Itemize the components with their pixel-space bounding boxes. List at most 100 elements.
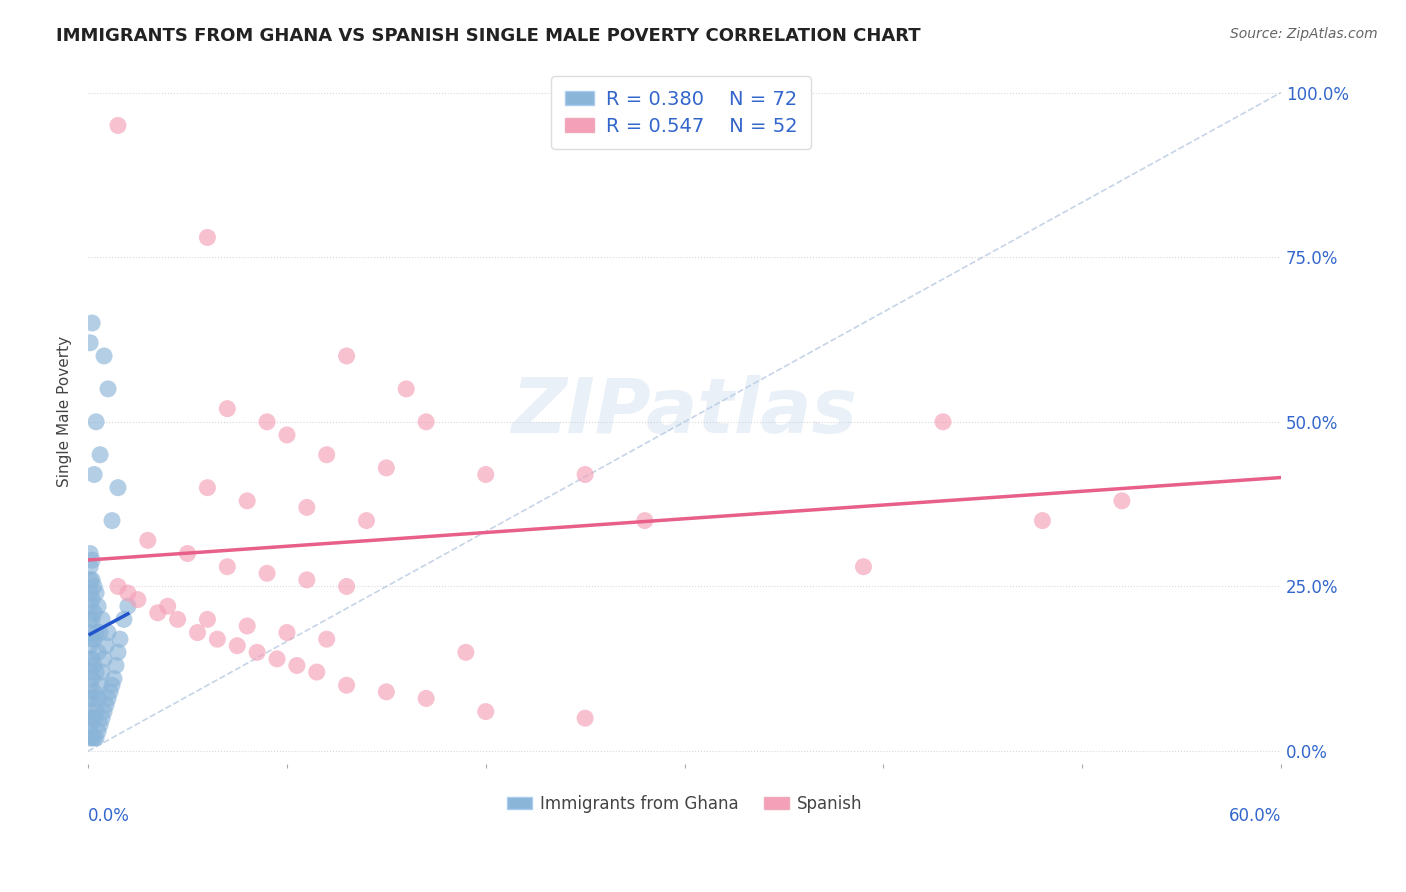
Point <box>295 500 318 515</box>
Point <box>197 612 219 626</box>
Point <box>574 711 596 725</box>
Point <box>82 553 104 567</box>
Point <box>87 645 110 659</box>
Point <box>112 612 135 626</box>
Point <box>82 612 104 626</box>
Point <box>79 559 101 574</box>
Point <box>79 625 101 640</box>
Point <box>79 665 101 679</box>
Point <box>83 711 105 725</box>
Point <box>146 606 169 620</box>
Point <box>79 599 101 614</box>
Legend: Immigrants from Ghana, Spanish: Immigrants from Ghana, Spanish <box>501 788 869 820</box>
Point <box>375 461 398 475</box>
Point <box>654 119 676 133</box>
Point <box>103 672 125 686</box>
Point <box>217 401 239 416</box>
Point <box>84 665 107 679</box>
Point <box>107 119 129 133</box>
Point <box>117 599 139 614</box>
Point <box>87 691 110 706</box>
Point <box>415 691 437 706</box>
Point <box>101 678 124 692</box>
Point <box>256 566 278 581</box>
Point <box>91 711 114 725</box>
Text: ZIPatlas: ZIPatlas <box>512 375 858 449</box>
Point <box>84 705 107 719</box>
Point <box>108 632 131 647</box>
Point <box>82 691 104 706</box>
Point <box>1031 514 1053 528</box>
Text: IMMIGRANTS FROM GHANA VS SPANISH SINGLE MALE POVERTY CORRELATION CHART: IMMIGRANTS FROM GHANA VS SPANISH SINGLE … <box>56 27 921 45</box>
Point <box>932 415 955 429</box>
Point <box>79 678 101 692</box>
Point <box>207 632 229 647</box>
Point <box>87 599 110 614</box>
Point <box>97 625 120 640</box>
Point <box>197 230 219 244</box>
Point <box>79 718 101 732</box>
Point <box>295 573 318 587</box>
Point <box>87 724 110 739</box>
Point <box>83 606 105 620</box>
Point <box>83 632 105 647</box>
Point <box>474 705 496 719</box>
Point <box>356 514 378 528</box>
Point <box>117 586 139 600</box>
Point <box>315 632 337 647</box>
Text: 0.0%: 0.0% <box>89 806 129 824</box>
Point <box>236 493 259 508</box>
Point <box>82 731 104 745</box>
Point <box>315 448 337 462</box>
Point <box>107 645 129 659</box>
Point <box>82 652 104 666</box>
Point <box>474 467 496 482</box>
Point <box>79 612 101 626</box>
Point <box>266 652 288 666</box>
Point <box>83 467 105 482</box>
Point <box>84 731 107 745</box>
Point <box>79 705 101 719</box>
Point <box>93 705 115 719</box>
Point <box>156 599 179 614</box>
Point <box>415 415 437 429</box>
Point <box>217 559 239 574</box>
Point <box>79 547 101 561</box>
Point <box>97 691 120 706</box>
Point <box>1111 493 1133 508</box>
Point <box>94 639 117 653</box>
Point <box>101 514 124 528</box>
Point <box>336 349 359 363</box>
Point <box>454 645 477 659</box>
Point <box>79 731 101 745</box>
Point <box>285 658 308 673</box>
Point <box>226 639 249 653</box>
Point <box>634 514 657 528</box>
Point <box>176 547 198 561</box>
Point <box>236 619 259 633</box>
Point <box>97 382 120 396</box>
Point <box>166 612 188 626</box>
Point <box>83 685 105 699</box>
Point <box>104 658 127 673</box>
Point <box>94 698 117 712</box>
Point <box>84 625 107 640</box>
Point <box>98 685 121 699</box>
Point <box>82 711 104 725</box>
Point <box>89 448 111 462</box>
Point <box>127 592 149 607</box>
Point <box>79 691 101 706</box>
Point <box>107 579 129 593</box>
Point <box>276 625 298 640</box>
Point <box>336 579 359 593</box>
Point <box>82 573 104 587</box>
Point <box>82 592 104 607</box>
Point <box>79 586 101 600</box>
Point <box>256 415 278 429</box>
Point <box>79 335 101 350</box>
Point <box>83 731 105 745</box>
Point <box>89 678 111 692</box>
Point <box>305 665 328 679</box>
Point <box>79 639 101 653</box>
Point <box>79 652 101 666</box>
